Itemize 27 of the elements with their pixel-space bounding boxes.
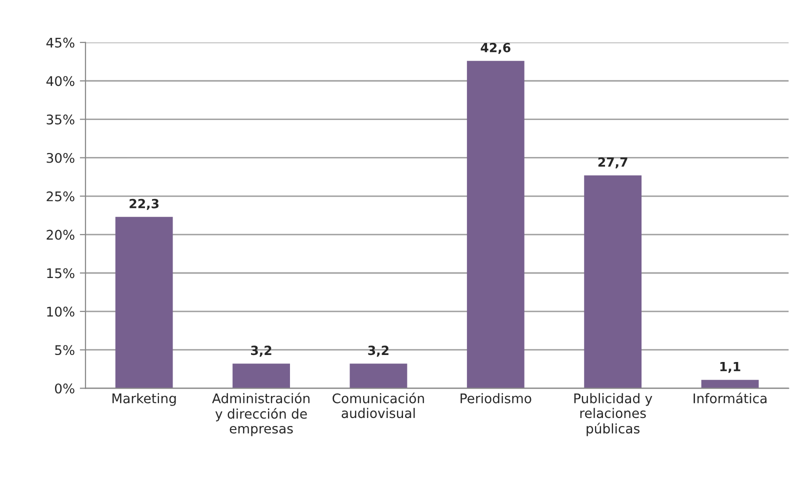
- y-tick-label: 35%: [46, 114, 74, 125]
- data-label: 42,6: [480, 42, 510, 54]
- x-tick-label: Publicidad y relaciones públicas: [574, 393, 652, 436]
- y-tick-label: 40%: [46, 76, 74, 86]
- y-tick-label: 0%: [55, 384, 74, 394]
- bar: [584, 175, 642, 388]
- data-label: 3,2: [368, 346, 388, 357]
- x-tick-label: Administración y dirección de empresas: [212, 392, 310, 436]
- x-tick-label: Comunicación audiovisual: [332, 392, 424, 418]
- bar: [466, 60, 524, 388]
- y-tick-label: 45%: [46, 38, 74, 48]
- y-tick-label: 15%: [47, 268, 74, 278]
- y-tick-label: 25%: [46, 191, 74, 202]
- y-tick-label: 5%: [55, 345, 74, 356]
- data-label: 3,2: [251, 346, 272, 357]
- y-tick-label: 20%: [46, 230, 74, 240]
- data-label: 22,3: [130, 198, 159, 210]
- y-tick-label: 10%: [47, 306, 74, 317]
- data-label: 27,7: [598, 157, 628, 168]
- bar: [115, 216, 173, 388]
- bar: [350, 364, 408, 388]
- x-tick-label: Periodismo: [460, 393, 532, 404]
- x-tick-label: Marketing: [112, 393, 176, 406]
- y-tick-label: 30%: [46, 152, 74, 163]
- bar: [232, 364, 290, 388]
- x-tick-label: Informática: [694, 392, 766, 404]
- data-label: 1,1: [720, 362, 740, 373]
